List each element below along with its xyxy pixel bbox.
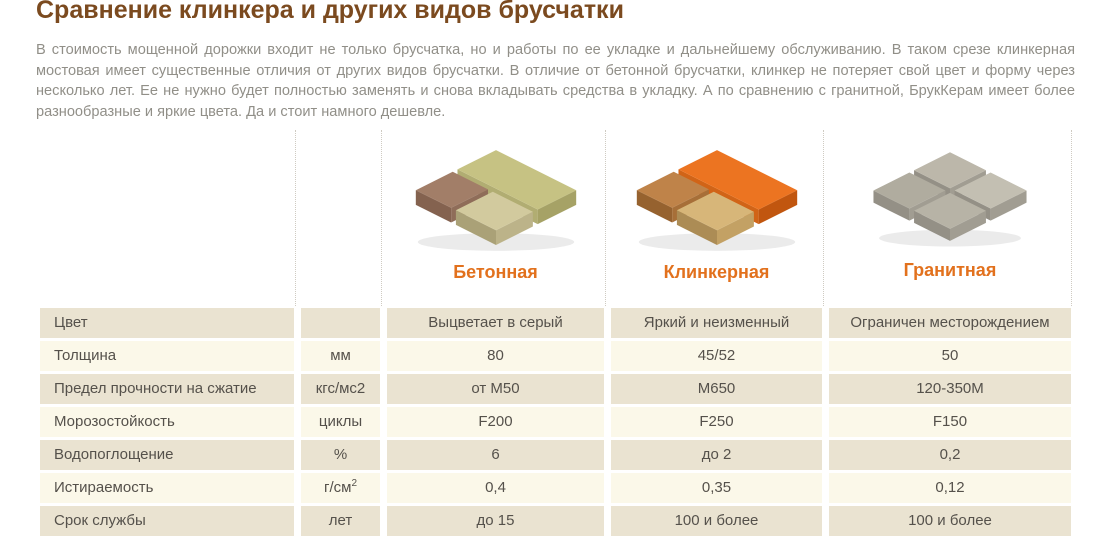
- row-unit: г/см2: [301, 473, 380, 503]
- row-value: 50: [829, 341, 1071, 371]
- comparison-table: Цвет Выцветает в серый Яркий и неизменный О…: [40, 308, 1071, 536]
- row-value: F250: [611, 407, 822, 437]
- stone-face-left: [873, 190, 910, 221]
- row-value: до 2: [611, 440, 822, 470]
- row-value: 0,4: [387, 473, 604, 503]
- row-value: Яркий и неизменный: [611, 308, 822, 338]
- row-value: Выцветает в серый: [387, 308, 604, 338]
- products-strip: Бетонная Клинкерная: [0, 128, 1110, 306]
- stone-face-top: [415, 171, 488, 208]
- stone-face-top: [914, 152, 986, 189]
- stone-face-left: [455, 210, 496, 245]
- row-label: Морозостойкость: [40, 407, 294, 437]
- row-unit: кгс/мс2: [301, 374, 380, 404]
- stone-face-top: [873, 172, 946, 209]
- row-value: 100 и более: [829, 506, 1071, 536]
- stone-face-right: [495, 211, 533, 245]
- row-value: 45/52: [611, 341, 822, 371]
- stone-face-left: [636, 190, 672, 223]
- stone-face-top: [954, 172, 1027, 209]
- stone-face-left: [914, 210, 950, 241]
- stone-face-top: [636, 171, 709, 208]
- stone-face-right: [537, 190, 576, 225]
- dotted-divider: [295, 130, 296, 306]
- row-value: 120-350М: [829, 374, 1071, 404]
- row-value: 0,35: [611, 473, 822, 503]
- dotted-divider: [1071, 130, 1072, 306]
- row-value: 100 и более: [611, 506, 822, 536]
- stone-face-right: [990, 190, 1027, 221]
- granite-paver-image: [873, 152, 1027, 247]
- stone-face-top: [456, 150, 576, 210]
- row-value: F200: [387, 407, 604, 437]
- row-value: 0,12: [829, 473, 1071, 503]
- row-value: 80: [387, 341, 604, 371]
- stone-face-right: [950, 210, 986, 241]
- product-name-concrete: Бетонная: [453, 262, 538, 282]
- product-name-clinker: Клинкерная: [663, 262, 770, 282]
- row-value: 6: [387, 440, 604, 470]
- page-title: Сравнение клинкера и других видов брусча…: [36, 0, 624, 24]
- concrete-paver-image: [415, 150, 576, 251]
- stone-face-top: [455, 191, 533, 231]
- stone-face-top: [677, 150, 797, 210]
- row-value: 0,2: [829, 440, 1071, 470]
- stone-face-top: [914, 192, 986, 229]
- row-value: М650: [611, 374, 822, 404]
- dotted-divider: [823, 130, 824, 306]
- row-label: Срок службы: [40, 506, 294, 536]
- stone-face-left: [676, 210, 717, 245]
- row-value: до 15: [387, 506, 604, 536]
- row-value: от М50: [387, 374, 604, 404]
- row-unit: %: [301, 440, 380, 470]
- clinker-paver-image: [636, 150, 797, 251]
- row-unit: циклы: [301, 407, 380, 437]
- row-unit: [301, 308, 380, 338]
- stone-face-right: [716, 211, 754, 245]
- row-unit: мм: [301, 341, 380, 371]
- row-value: F150: [829, 407, 1071, 437]
- row-label: Цвет: [40, 308, 294, 338]
- product-granite: Гранитная: [829, 128, 1071, 281]
- stone-face-right: [758, 190, 797, 225]
- row-unit: лет: [301, 506, 380, 536]
- row-label: Водопоглощение: [40, 440, 294, 470]
- product-clinker: Клинкерная: [611, 128, 822, 283]
- row-label: Истираемость: [40, 473, 294, 503]
- dotted-divider: [381, 130, 382, 306]
- row-value: Ограничен месторождением: [829, 308, 1071, 338]
- stone-face-left: [415, 190, 451, 223]
- product-concrete: Бетонная: [387, 128, 604, 283]
- row-label: Предел прочности на сжатие: [40, 374, 294, 404]
- product-name-granite: Гранитная: [903, 260, 997, 280]
- intro-paragraph: В стоимость мощенной дорожки входит не т…: [36, 42, 1075, 120]
- row-label: Толщина: [40, 341, 294, 371]
- dotted-divider: [605, 130, 606, 306]
- stone-face-top: [676, 191, 754, 231]
